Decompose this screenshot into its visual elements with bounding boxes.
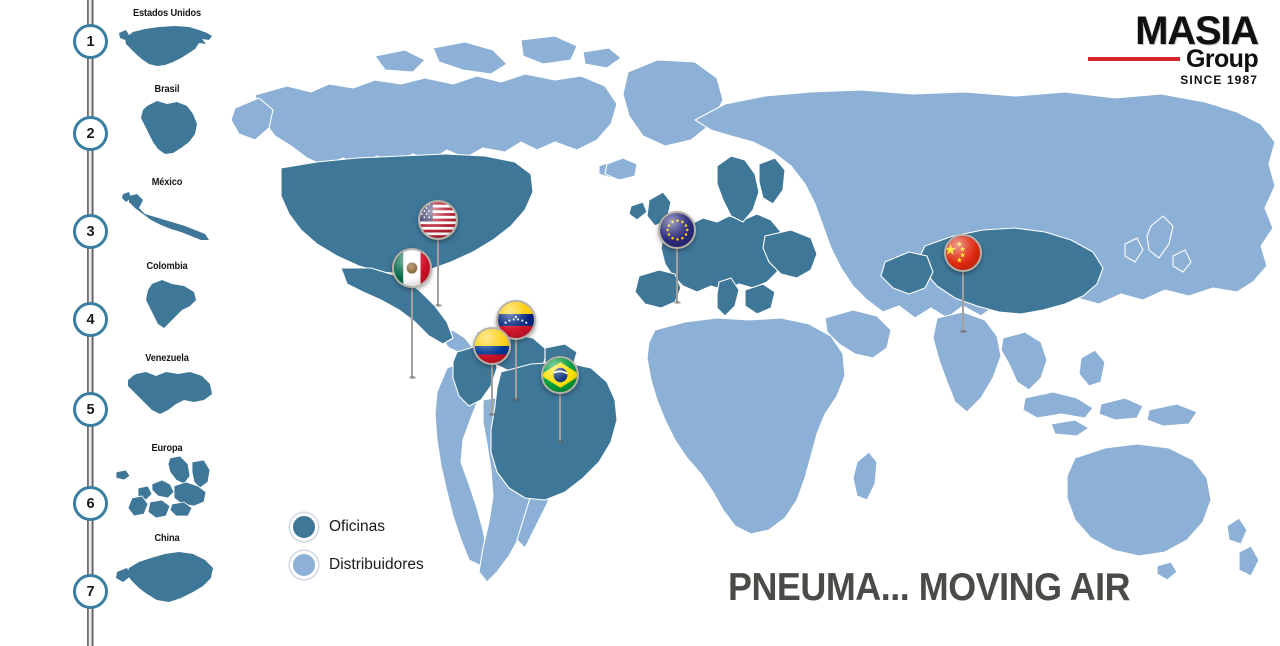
map-pin-colombia[interactable] — [473, 327, 511, 417]
legend-item-distribuidores: Distribuidores — [290, 546, 424, 584]
world-map — [225, 0, 1280, 640]
sidebar-step-6: 6 — [73, 486, 108, 521]
country-shape-brazil-icon — [108, 96, 226, 158]
map-pin-china[interactable] — [944, 234, 982, 334]
logo-brand: MASIA — [1135, 9, 1259, 53]
legend-dot-office-icon — [290, 513, 318, 541]
flag-eu-icon — [658, 211, 696, 249]
sidebar-item-venezuela[interactable]: Venezuela 5 — [0, 348, 225, 440]
sidebar-label-estados-unidos: Estados Unidos — [133, 7, 201, 19]
logo-subbrand: Group — [1186, 44, 1259, 73]
sidebar-label-europa: Europa — [151, 442, 183, 454]
logo-red-rule — [1088, 56, 1180, 61]
flag-cn-icon — [944, 234, 982, 272]
pin-stem — [488, 363, 497, 416]
legend-item-oficinas: Oficinas — [290, 508, 424, 546]
map-legend: Oficinas Distribuidores — [290, 508, 424, 584]
sidebar-item-colombia[interactable]: Colombia 4 — [0, 256, 225, 348]
sidebar-item-mexico[interactable]: México 3 — [0, 170, 225, 262]
sidebar-step-3: 3 — [73, 214, 108, 249]
sidebar-step-5: 5 — [73, 392, 108, 427]
sidebar-label-china: China — [154, 532, 180, 544]
legend-dot-distributor-icon — [290, 551, 318, 579]
pin-stem — [556, 392, 565, 443]
country-shape-china-icon — [108, 546, 226, 608]
legend-label-distribuidores: Distribuidores — [329, 556, 424, 573]
sidebar-step-4: 4 — [73, 302, 108, 337]
flag-br-icon — [541, 356, 579, 394]
map-pin-europe[interactable] — [658, 211, 696, 305]
sidebar-item-europa[interactable]: Europa 6 — [0, 438, 225, 530]
tagline: PNEUMA... MOVING AIR — [728, 566, 1131, 609]
distributor-regions — [230, 35, 1276, 583]
pin-stem — [408, 286, 417, 379]
country-shape-europe-icon — [108, 454, 226, 522]
country-shape-mexico-icon — [108, 190, 226, 242]
pin-stem — [959, 270, 968, 333]
map-pin-mexico[interactable] — [392, 248, 432, 380]
flag-us-icon — [418, 200, 458, 240]
pin-stem — [512, 338, 521, 401]
sidebar-item-china[interactable]: China 7 — [0, 528, 225, 620]
sidebar-label-colombia: Colombia — [146, 260, 188, 272]
sidebar-item-estados-unidos[interactable]: Estados Unidos 1 — [0, 0, 225, 92]
flag-mx-icon — [392, 248, 432, 288]
logo-since: SINCE 1987 — [1180, 73, 1258, 88]
sidebar-step-1: 1 — [73, 24, 108, 59]
sidebar-label-venezuela: Venezuela — [145, 352, 189, 364]
sidebar-step-7: 7 — [73, 574, 108, 609]
legend-label-oficinas: Oficinas — [329, 518, 385, 535]
map-pin-brazil[interactable] — [541, 356, 579, 444]
sidebar-item-brasil[interactable]: Brasil 2 — [0, 78, 225, 170]
country-shape-colombia-icon — [108, 276, 226, 332]
sidebar-label-mexico: México — [151, 176, 183, 188]
country-timeline-sidebar: Estados Unidos 1 Brasil 2 México 3 — [0, 0, 225, 646]
world-map-svg — [230, 35, 1276, 583]
masia-group-logo: MASIA Group SINCE 1987 — [1088, 9, 1259, 88]
sidebar-label-brasil: Brasil — [154, 83, 180, 95]
flag-co-icon — [473, 327, 511, 365]
pin-stem — [434, 238, 443, 307]
country-shape-usa-icon — [108, 20, 226, 72]
pin-stem — [673, 247, 682, 304]
country-shape-venezuela-icon — [108, 366, 226, 422]
sidebar-step-2: 2 — [73, 116, 108, 151]
